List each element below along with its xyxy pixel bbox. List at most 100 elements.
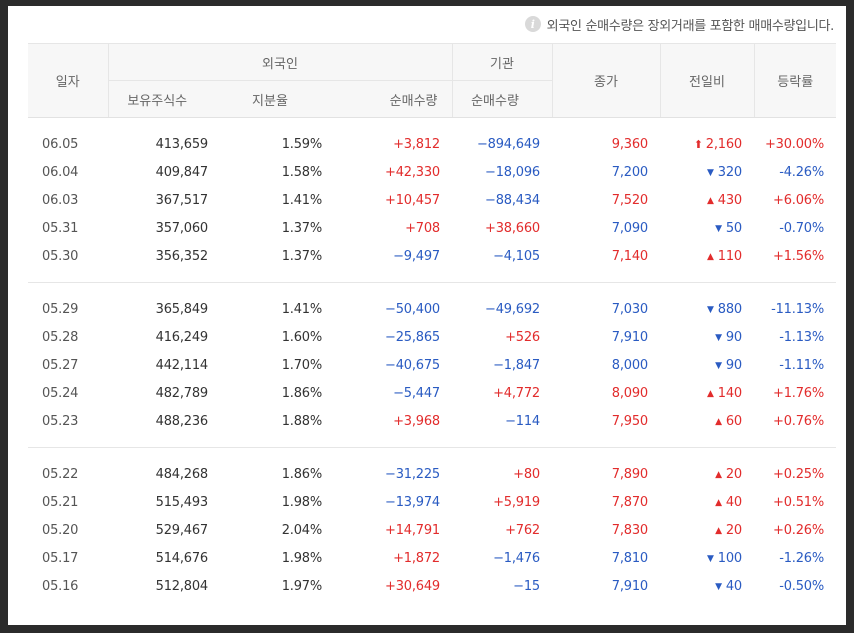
cell-inst-net: −114 xyxy=(505,413,540,429)
cell-rate: +1.56% xyxy=(773,248,824,264)
cell-foreign-net: +42,330 xyxy=(385,164,440,180)
col-group-institution: 기관 xyxy=(451,43,552,81)
cell-ratio: 1.60% xyxy=(281,329,323,345)
cell-ratio: 1.88% xyxy=(281,413,323,429)
table-row: 05.29 365,849 1.41% −50,400 −49,692 7,030 ▼ 880… xyxy=(28,295,836,323)
cell-holdings: 512,804 xyxy=(155,578,209,594)
cell-change: ▼ 40 xyxy=(660,572,754,600)
up-triangle-icon: ▲ xyxy=(707,251,714,262)
cell-inst-net: −15 xyxy=(513,578,540,594)
cell-rate: +0.76% xyxy=(773,413,824,429)
cell-inst-net: +762 xyxy=(505,522,540,538)
cell-close: 7,870 xyxy=(611,494,648,510)
cell-holdings: 488,236 xyxy=(155,413,209,429)
cell-date: 05.30 xyxy=(42,248,79,264)
cell-change: ▲ 140 xyxy=(660,379,754,407)
cell-holdings: 442,114 xyxy=(155,357,209,373)
cell-rate: +6.06% xyxy=(773,192,824,208)
cell-foreign-net: +14,791 xyxy=(385,522,440,538)
cell-change: ▲ 430 xyxy=(660,186,754,214)
cell-holdings: 409,847 xyxy=(155,164,209,180)
cell-change: ▲ 20 xyxy=(660,460,754,488)
cell-inst-net: −894,649 xyxy=(476,136,540,152)
cell-close: 7,890 xyxy=(611,466,648,482)
table-body: 06.05 413,659 1.59% +3,812 −894,649 9,360 ⬆ 2,1… xyxy=(28,118,836,613)
cell-foreign-net: +10,457 xyxy=(385,192,440,208)
col-foreign-net: 순매수량 xyxy=(334,80,452,118)
cell-rate: +1.76% xyxy=(773,385,824,401)
col-holdings: 보유주식수 xyxy=(107,80,220,118)
change-value: 100 xyxy=(717,550,742,566)
cell-rate: +0.51% xyxy=(773,494,824,510)
cell-change: ▼ 50 xyxy=(660,214,754,242)
cell-foreign-net: −50,400 xyxy=(385,301,440,317)
cell-foreign-net: −40,675 xyxy=(385,357,440,373)
trading-panel: i 외국인 순매수량은 장외거래를 포함한 매매수량입니다. 일자 외국인 기관… xyxy=(8,6,846,625)
change-value: 60 xyxy=(725,413,742,429)
down-triangle-icon: ▼ xyxy=(715,332,722,343)
change-value: 2,160 xyxy=(705,136,742,152)
cell-date: 05.22 xyxy=(42,466,79,482)
change-value: 430 xyxy=(717,192,742,208)
cell-ratio: 1.59% xyxy=(281,136,323,152)
cell-change: ⬆ 2,160 xyxy=(660,130,754,158)
cell-ratio: 1.58% xyxy=(281,164,323,180)
cell-holdings: 356,352 xyxy=(155,248,209,264)
cell-change: ▼ 90 xyxy=(660,323,754,351)
table-row: 05.22 484,268 1.86% −31,225 +80 7,890 ▲ 20 +0.25… xyxy=(28,460,836,488)
cell-holdings: 484,268 xyxy=(155,466,209,482)
change-value: 90 xyxy=(725,357,742,373)
cell-close: 7,810 xyxy=(611,550,648,566)
cell-date: 05.17 xyxy=(42,550,79,566)
table-row: 05.24 482,789 1.86% −5,447 +4,772 8,090 ▲ 140 +1… xyxy=(28,379,836,407)
cell-close: 8,090 xyxy=(611,385,648,401)
cell-ratio: 1.86% xyxy=(281,385,323,401)
cell-rate: -0.70% xyxy=(779,220,824,236)
change-value: 140 xyxy=(717,385,742,401)
cell-inst-net: +526 xyxy=(505,329,540,345)
up-triangle-icon: ▲ xyxy=(707,388,714,399)
cell-holdings: 482,789 xyxy=(155,385,209,401)
cell-inst-net: +4,772 xyxy=(493,385,540,401)
up-triangle-icon: ▲ xyxy=(707,195,714,206)
cell-holdings: 515,493 xyxy=(155,494,209,510)
change-value: 40 xyxy=(725,494,742,510)
change-value: 20 xyxy=(725,522,742,538)
cell-foreign-net: +708 xyxy=(405,220,440,236)
cell-rate: -1.11% xyxy=(779,357,824,373)
cell-close: 7,950 xyxy=(611,413,648,429)
cell-change: ▼ 880 xyxy=(660,295,754,323)
change-value: 40 xyxy=(725,578,742,594)
up-triangle-icon: ▲ xyxy=(715,497,722,508)
cell-holdings: 413,659 xyxy=(155,136,209,152)
up-triangle-icon: ▲ xyxy=(715,525,722,536)
cell-foreign-net: +3,968 xyxy=(393,413,440,429)
cell-date: 05.23 xyxy=(42,413,79,429)
cell-holdings: 365,849 xyxy=(155,301,209,317)
cell-close: 7,520 xyxy=(611,192,648,208)
change-value: 50 xyxy=(725,220,742,236)
cell-foreign-net: −25,865 xyxy=(385,329,440,345)
down-triangle-icon: ▼ xyxy=(707,167,714,178)
col-inst-net: 순매수량 xyxy=(451,80,552,118)
cell-close: 7,140 xyxy=(611,248,648,264)
cell-ratio: 1.41% xyxy=(281,192,323,208)
cell-date: 06.04 xyxy=(42,164,79,180)
up-triangle-icon: ▲ xyxy=(715,416,722,427)
cell-rate: -4.26% xyxy=(779,164,824,180)
cell-foreign-net: +1,872 xyxy=(393,550,440,566)
group-separator xyxy=(28,447,836,448)
cell-close: 7,030 xyxy=(611,301,648,317)
col-rate: 등락률 xyxy=(753,43,836,118)
cell-holdings: 529,467 xyxy=(155,522,209,538)
down-triangle-icon: ▼ xyxy=(715,360,722,371)
table-row: 05.30 356,352 1.37% −9,497 −4,105 7,140 ▲ 110 +1… xyxy=(28,242,836,270)
cell-change: ▲ 40 xyxy=(660,488,754,516)
col-ratio: 지분율 xyxy=(220,80,334,118)
table-row: 06.05 413,659 1.59% +3,812 −894,649 9,360 ⬆ 2,1… xyxy=(28,130,836,158)
cell-ratio: 1.70% xyxy=(281,357,323,373)
cell-date: 06.03 xyxy=(42,192,79,208)
cell-holdings: 357,060 xyxy=(155,220,209,236)
table-row: 05.21 515,493 1.98% −13,974 +5,919 7,870 ▲ 40 +0… xyxy=(28,488,836,516)
cell-change: ▲ 110 xyxy=(660,242,754,270)
